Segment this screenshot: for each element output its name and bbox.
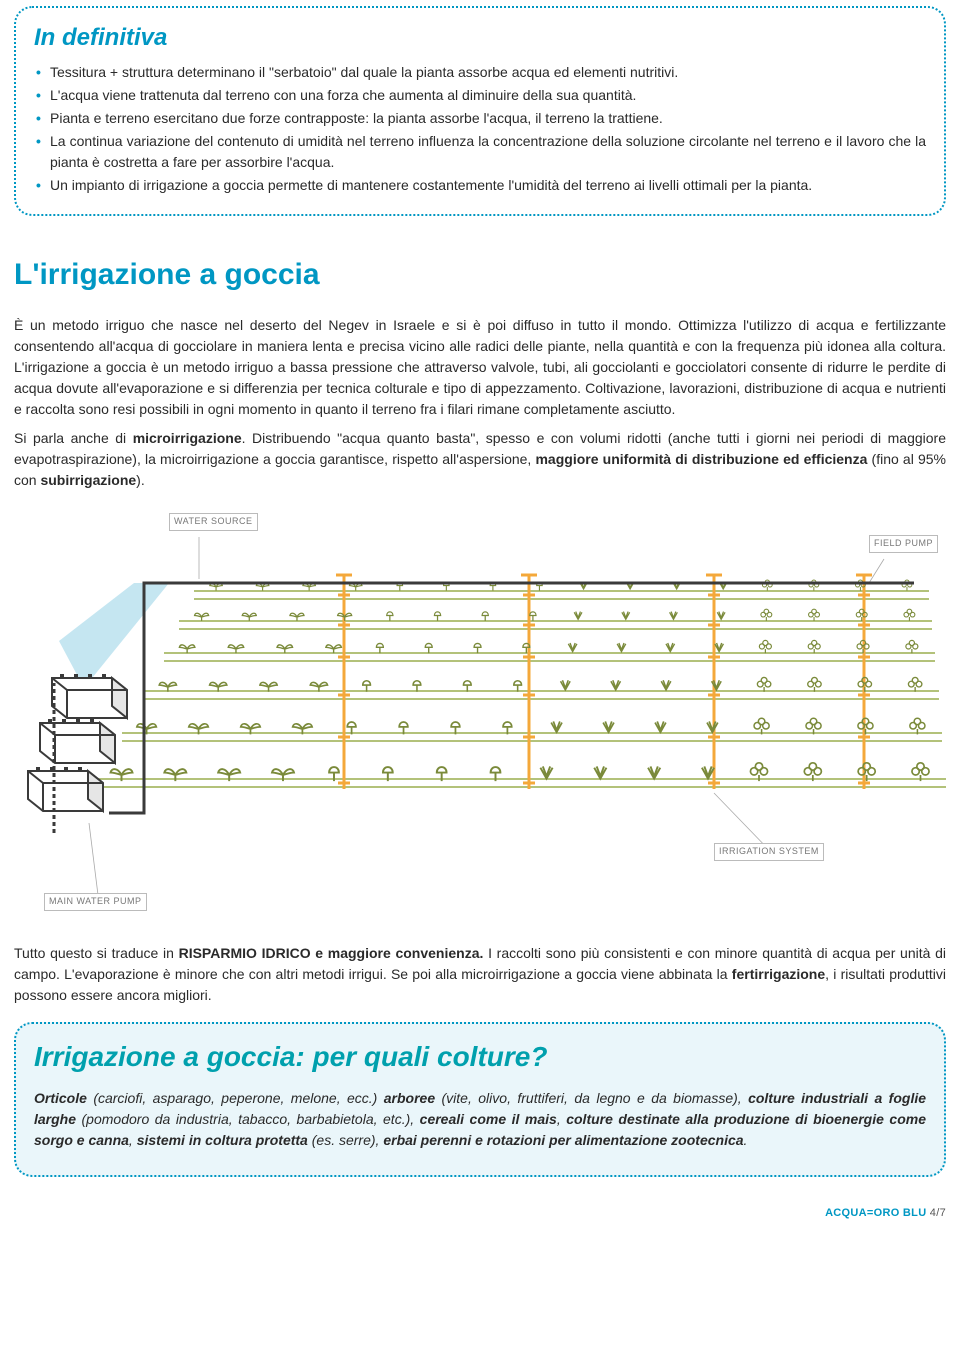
summary-item: Pianta e terreno esercitano due forze co… [36,108,926,129]
crops-title: Irrigazione a goccia: per quali colture? [34,1036,926,1078]
summary-list: Tessitura + struttura determinano il "se… [34,62,926,196]
section-heading: L'irrigazione a goccia [14,252,946,297]
section-irrigazione: L'irrigazione a goccia È un metodo irrig… [14,252,946,491]
irrigation-diagram: WATER SOURCE FIELD PUMP IRRIGATION SYSTE… [14,513,946,933]
section-paragraph: È un metodo irriguo che nasce nel desert… [14,315,946,420]
after-diagram-text: Tutto questo si traduce in RISPARMIO IDR… [14,943,946,1006]
section-paragraph: Si parla anche di microirrigazione. Dist… [14,428,946,491]
diagram-svg [14,513,946,933]
label-field-pump: FIELD PUMP [869,535,938,553]
label-water-source: WATER SOURCE [169,513,258,531]
label-irrigation-system: IRRIGATION SYSTEM [714,843,824,861]
summary-box: In definitiva Tessitura + struttura dete… [14,6,946,216]
crops-box: Irrigazione a goccia: per quali colture?… [14,1022,946,1177]
crops-paragraph: Orticole (carciofi, asparago, peperone, … [34,1088,926,1151]
summary-item: L'acqua viene trattenuta dal terreno con… [36,85,926,106]
footer-brand: ACQUA=ORO BLU [825,1207,926,1219]
footer-page: 4/7 [930,1207,946,1219]
summary-item: Un impianto di irrigazione a goccia perm… [36,175,926,196]
summary-item: La continua variazione del contenuto di … [36,131,926,173]
summary-item: Tessitura + struttura determinano il "se… [36,62,926,83]
page-footer: ACQUA=ORO BLU 4/7 [14,1205,946,1222]
label-main-water-pump: MAIN WATER PUMP [44,893,147,911]
summary-title: In definitiva [34,20,926,56]
